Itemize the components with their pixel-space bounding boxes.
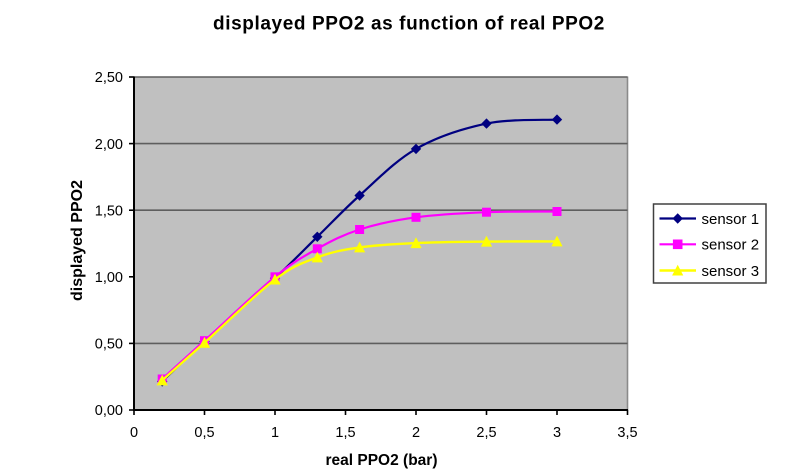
svg-text:2,5: 2,5 [476,425,496,441]
svg-text:real PPO2 (bar): real PPO2 (bar) [326,452,438,469]
svg-text:0,00: 0,00 [95,403,123,419]
svg-text:sensor 1: sensor 1 [702,211,760,228]
svg-text:3: 3 [553,425,561,441]
svg-text:displayed PPO2 as function of: displayed PPO2 as function of real PPO2 [213,14,605,35]
svg-text:sensor 2: sensor 2 [702,237,760,254]
svg-text:2,50: 2,50 [95,70,123,86]
svg-text:0: 0 [130,425,138,441]
svg-text:1: 1 [271,425,279,441]
svg-text:2: 2 [412,425,420,441]
svg-text:1,50: 1,50 [95,203,123,219]
svg-text:displayed PPO2: displayed PPO2 [69,180,86,301]
svg-text:1,5: 1,5 [335,425,355,441]
svg-text:2,00: 2,00 [95,137,123,153]
svg-text:1,00: 1,00 [95,270,123,286]
svg-text:0,5: 0,5 [194,425,214,441]
svg-text:3,5: 3,5 [617,425,637,441]
svg-text:sensor 3: sensor 3 [702,263,760,280]
svg-text:0,50: 0,50 [95,337,123,353]
